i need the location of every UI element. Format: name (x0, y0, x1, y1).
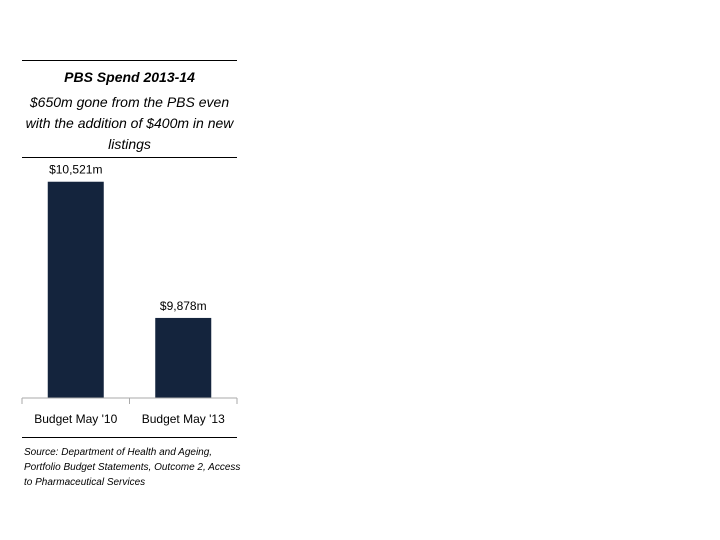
chart-subtitle: $650m gone from the PBS even with the ad… (25, 94, 234, 152)
bar-2 (155, 317, 212, 398)
bottom-rule (22, 437, 237, 438)
source-note: Source: Department of Health and Ageing,… (24, 447, 241, 488)
chart-title: PBS Spend 2013-14 (64, 69, 195, 85)
category-label-2: Budget May '13 (142, 412, 225, 426)
data-label-1: $10,521m (49, 163, 102, 177)
data-label-2: $9,878m (160, 299, 207, 313)
top-rule (22, 60, 237, 61)
category-label-1: Budget May '10 (34, 412, 117, 426)
bar-1 (47, 181, 104, 398)
title-divider (22, 157, 237, 158)
